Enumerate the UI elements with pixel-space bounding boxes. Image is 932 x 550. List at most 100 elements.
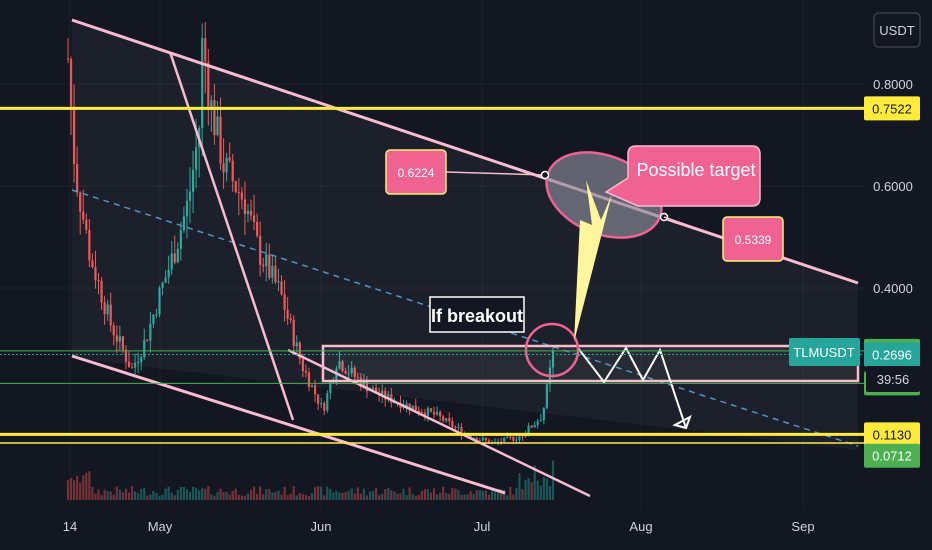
volume-bar-23 <box>137 493 140 500</box>
candle-body-111 <box>405 403 408 407</box>
candle-body-125 <box>448 418 451 422</box>
volume-bar-69 <box>277 490 280 500</box>
volume-bar-131 <box>466 494 469 500</box>
volume-bar-40 <box>188 491 192 500</box>
candle-body-45 <box>204 38 207 62</box>
candle-body-8 <box>91 260 94 268</box>
volume-bar-117 <box>423 489 426 500</box>
left-target-anchor <box>540 170 550 180</box>
volume-bar-7 <box>88 471 91 500</box>
volume-bar-58 <box>243 495 247 500</box>
volume-bar-36 <box>176 489 179 500</box>
candle-body-4 <box>79 192 82 212</box>
x-tick-5: Sep <box>791 519 814 534</box>
candle-body-64 <box>262 264 265 267</box>
volume-bar-2 <box>73 480 76 500</box>
candle-body-54 <box>231 160 234 182</box>
volume-bar-68 <box>274 492 277 500</box>
candle-body-37 <box>179 230 182 249</box>
candle-body-22 <box>134 362 137 368</box>
candle-body-48 <box>213 100 216 136</box>
candle-body-78 <box>304 371 308 373</box>
candle-body-14 <box>109 304 112 326</box>
volume-bar-24 <box>140 489 143 500</box>
volume-bar-54 <box>231 490 234 500</box>
candle-body-65 <box>265 254 268 267</box>
left-target-connector <box>445 171 546 176</box>
candle-body-138 <box>487 440 491 444</box>
candle-body-30 <box>158 287 161 315</box>
candle-body-85 <box>326 393 329 411</box>
volume-bar-138 <box>487 494 491 500</box>
volume-bar-49 <box>216 492 219 500</box>
candle-body-68 <box>274 265 277 283</box>
volume-bar-45 <box>204 488 207 500</box>
candle-body-11 <box>100 280 103 303</box>
volume-bar-67 <box>271 492 274 500</box>
volume-bar-112 <box>408 487 411 500</box>
right-target-connector <box>663 216 724 239</box>
volume-bar-158 <box>548 486 552 500</box>
candle-body-15 <box>112 325 115 336</box>
volume-bar-62 <box>256 493 259 500</box>
volume-bar-48 <box>213 495 216 500</box>
volume-bar-52 <box>225 491 228 500</box>
candle-body-59 <box>246 210 250 215</box>
price-tag-bg-0 <box>864 96 920 121</box>
candle-body-74 <box>292 319 295 347</box>
price-tag-0: 0.7522 <box>872 101 912 116</box>
candle-body-55 <box>234 181 237 192</box>
candle-body-57 <box>240 192 243 200</box>
candle-body-136 <box>481 437 484 440</box>
candle-body-113 <box>411 405 414 410</box>
candle-body-9 <box>94 267 97 281</box>
right-target-box <box>722 216 784 262</box>
volume-bar-50 <box>219 488 222 500</box>
candle-body-127 <box>454 426 457 428</box>
volume-bar-74 <box>292 486 295 500</box>
volume-bar-34 <box>170 492 173 500</box>
candle-body-46 <box>207 61 210 110</box>
candle-body-100 <box>371 387 375 390</box>
volume-bar-98 <box>365 495 369 500</box>
wedge-upper-line <box>287 348 591 498</box>
volume-bar-81 <box>313 487 317 500</box>
volume-bar-42 <box>195 487 198 500</box>
candle-body-6 <box>85 219 88 231</box>
candle-body-75 <box>295 342 298 347</box>
candle-body-112 <box>408 403 411 410</box>
volume-bar-129 <box>460 494 463 500</box>
candle-body-31 <box>161 282 164 288</box>
left-target-box <box>385 149 447 195</box>
volume-bar-79 <box>307 495 311 500</box>
volume-bar-90 <box>341 492 344 500</box>
candle-body-128 <box>457 427 460 429</box>
grid <box>0 0 864 508</box>
volume-bar-22 <box>134 491 137 500</box>
possible-target-callout <box>604 145 761 207</box>
volume-bar-126 <box>451 487 454 500</box>
candle-body-144 <box>506 436 509 438</box>
candle-body-132 <box>469 435 472 438</box>
candle-body-61 <box>252 215 256 222</box>
candle-body-49 <box>216 116 219 136</box>
breakout-box <box>429 296 525 333</box>
candle-body-2 <box>73 106 76 164</box>
currency-badge[interactable]: USDT <box>873 12 921 48</box>
volume-bar-136 <box>481 490 484 500</box>
price-tag-bg-4 <box>864 422 920 447</box>
candle-body-153 <box>533 424 536 428</box>
volume-bar-108 <box>396 493 399 500</box>
volume-bar-17 <box>118 489 121 500</box>
volume-bar-32 <box>164 488 167 500</box>
volume-bar-14 <box>109 491 112 500</box>
volume-bar-106 <box>390 490 393 500</box>
candle-body-13 <box>106 304 109 315</box>
candle-body-62 <box>256 221 259 236</box>
candle-body-66 <box>268 254 271 278</box>
volume-bar-109 <box>399 493 402 500</box>
volume-bar-18 <box>121 492 125 500</box>
